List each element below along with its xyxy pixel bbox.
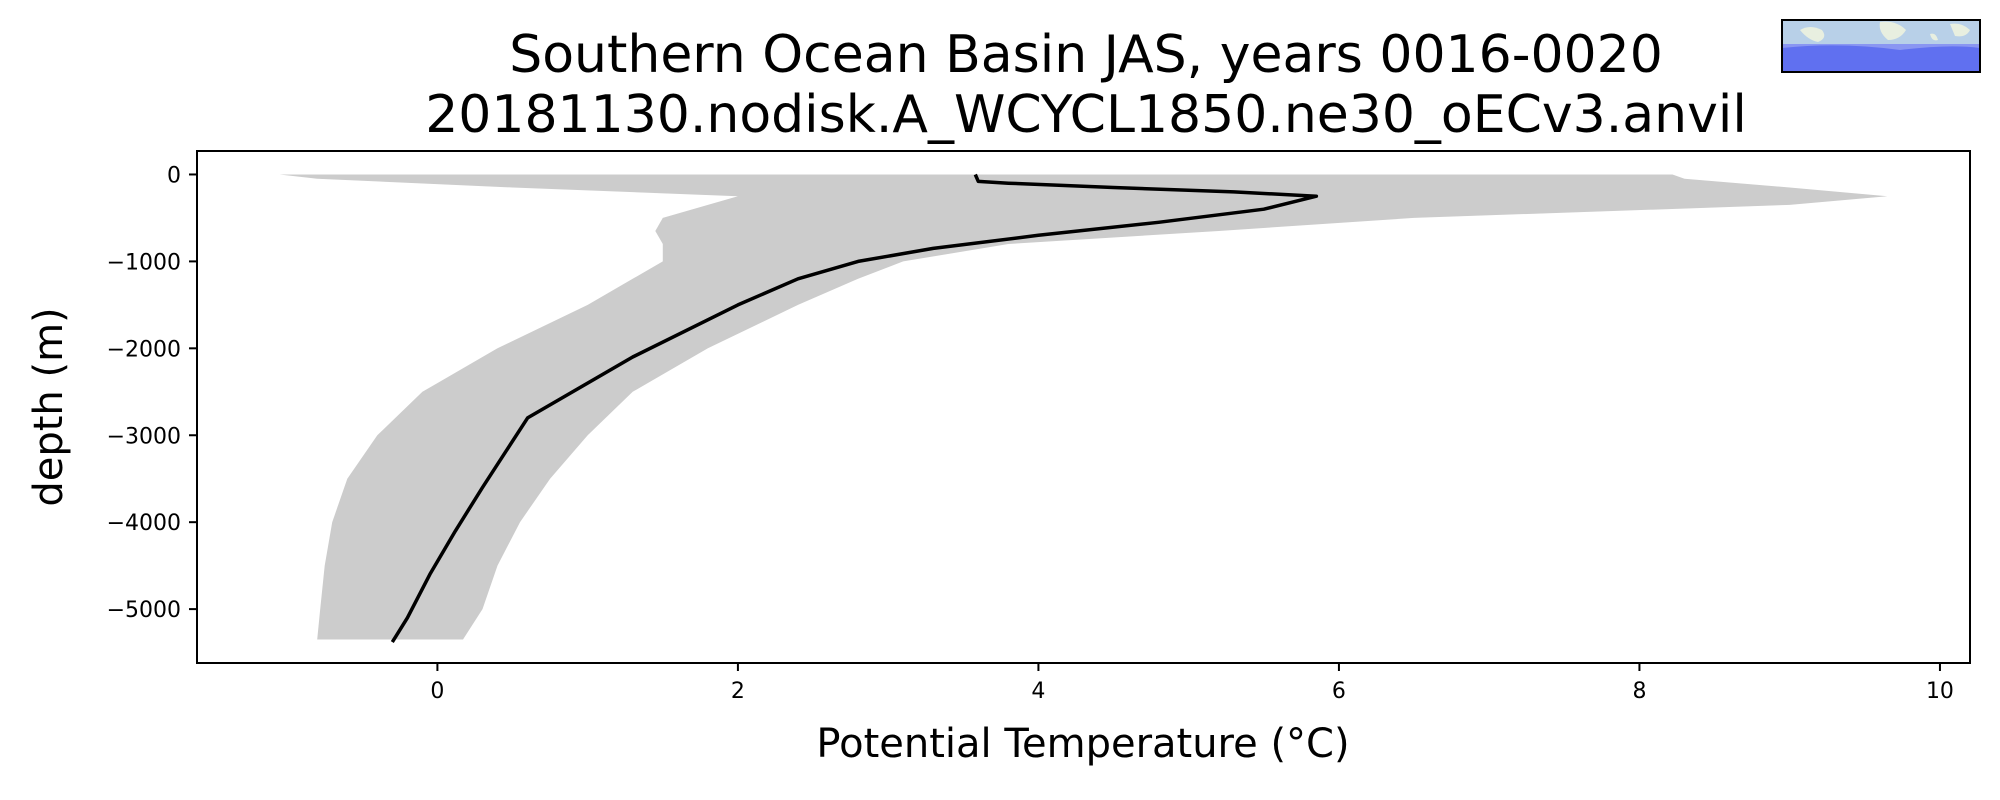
region-map-icon bbox=[1781, 19, 1981, 73]
mean-line-layer bbox=[390, 173, 1319, 644]
x-tick-label: 0 bbox=[430, 679, 444, 704]
x-axis-label: Potential Temperature (°C) bbox=[816, 721, 1349, 767]
spread-band bbox=[279, 174, 1888, 640]
x-tick-label: 2 bbox=[731, 679, 745, 704]
x-tick-label: 10 bbox=[1926, 679, 1954, 704]
x-ticks: 0 2 4 6 8 10 bbox=[430, 663, 1954, 704]
chart-title: Southern Ocean Basin JAS, years 0016-002… bbox=[509, 25, 1663, 85]
axes-frame bbox=[196, 150, 1971, 664]
spread-band-layer bbox=[279, 174, 1888, 640]
chart-subtitle: 20181130.nodisk.A_WCYCL1850.ne30_oECv3.a… bbox=[425, 85, 1747, 145]
y-tick-label: 0 bbox=[167, 163, 181, 188]
y-ticks: 0 −1000 −2000 −3000 −4000 −5000 bbox=[107, 163, 197, 623]
plot-area bbox=[279, 173, 1888, 644]
x-tick-label: 8 bbox=[1632, 679, 1646, 704]
y-tick-label: −3000 bbox=[107, 424, 181, 449]
y-tick-label: −5000 bbox=[107, 598, 181, 623]
mean-profile-line bbox=[390, 173, 1319, 644]
y-tick-label: −4000 bbox=[107, 511, 181, 536]
x-tick-label: 4 bbox=[1031, 679, 1045, 704]
x-tick-label: 6 bbox=[1332, 679, 1346, 704]
y-tick-label: −2000 bbox=[107, 337, 181, 362]
y-tick-label: −1000 bbox=[107, 250, 181, 275]
y-axis-label: depth (m) bbox=[26, 307, 72, 506]
